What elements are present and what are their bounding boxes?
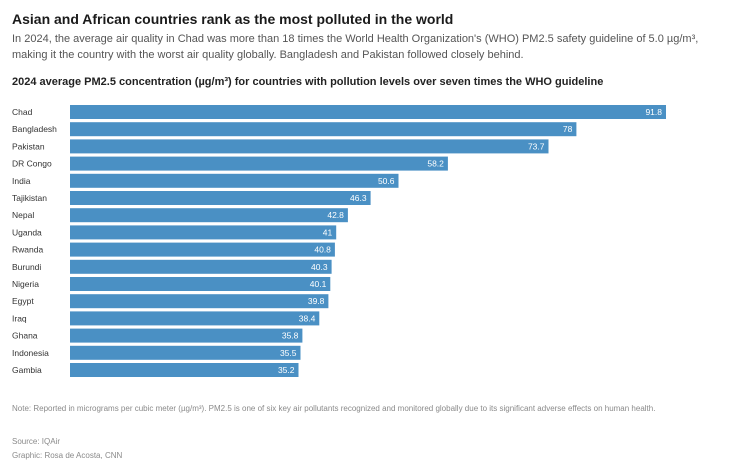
bar [70, 105, 666, 119]
bar-value-label: 41 [323, 227, 333, 237]
bar-value-label: 40.8 [314, 245, 331, 255]
category-label: Bangladesh [12, 124, 57, 134]
category-label: Ghana [12, 331, 38, 341]
bar [70, 363, 299, 377]
category-label: Gambia [12, 365, 42, 375]
bar-value-label: 58.2 [427, 159, 444, 169]
category-label: Nepal [12, 210, 34, 220]
category-label: Indonesia [12, 348, 49, 358]
bar [70, 191, 371, 205]
category-label: Chad [12, 107, 33, 117]
category-label: India [12, 176, 31, 186]
bar [70, 156, 448, 171]
page-title: Asian and African countries rank as the … [12, 11, 454, 27]
bar-value-label: 40.1 [310, 279, 327, 289]
bar-value-label: 38.4 [299, 313, 316, 323]
page-subtitle: In 2024, the average air quality in Chad… [12, 33, 699, 61]
chart-title: 2024 average PM2.5 concentration (µg/m³)… [12, 76, 604, 88]
bar [70, 139, 549, 154]
bar-value-label: 50.6 [378, 176, 395, 186]
bar-value-label: 35.8 [282, 331, 299, 341]
bar [70, 277, 331, 291]
bar-value-label: 91.8 [645, 107, 662, 117]
bar-chart: Chad 91.8 Bangladesh 78 Pakistan 73.7 DR Congo… [12, 105, 666, 377]
category-label: Burundi [12, 262, 41, 272]
bar [70, 328, 303, 343]
category-label: Iraq [12, 313, 27, 323]
bar-value-label: 73.7 [528, 141, 545, 151]
bar [70, 208, 348, 223]
bar [70, 122, 577, 137]
bar [70, 294, 329, 309]
category-label: Tajikistan [12, 193, 47, 203]
category-label: Egypt [12, 296, 34, 306]
bar [70, 173, 399, 188]
bar-value-label: 78 [563, 124, 573, 134]
chart-credit: Graphic: Rosa de Acosta, CNN [12, 451, 123, 460]
category-label: Rwanda [12, 245, 43, 255]
bar-value-label: 46.3 [350, 193, 367, 203]
chart-note: Note: Reported in micrograms per cubic m… [12, 404, 656, 413]
bar-value-label: 35.2 [278, 365, 295, 375]
bar [70, 345, 301, 360]
bar-value-label: 40.3 [311, 262, 328, 272]
chart-source: Source: IQAir [12, 437, 61, 446]
category-label: DR Congo [12, 159, 52, 169]
category-label: Nigeria [12, 279, 39, 289]
bar-value-label: 42.8 [327, 210, 344, 220]
bar [70, 311, 320, 326]
bar-value-label: 35.5 [280, 348, 297, 358]
bar [70, 225, 337, 240]
category-label: Uganda [12, 227, 42, 237]
bar [70, 242, 335, 257]
category-label: Pakistan [12, 141, 45, 151]
bar-value-label: 39.8 [308, 296, 325, 306]
bar [70, 259, 332, 274]
